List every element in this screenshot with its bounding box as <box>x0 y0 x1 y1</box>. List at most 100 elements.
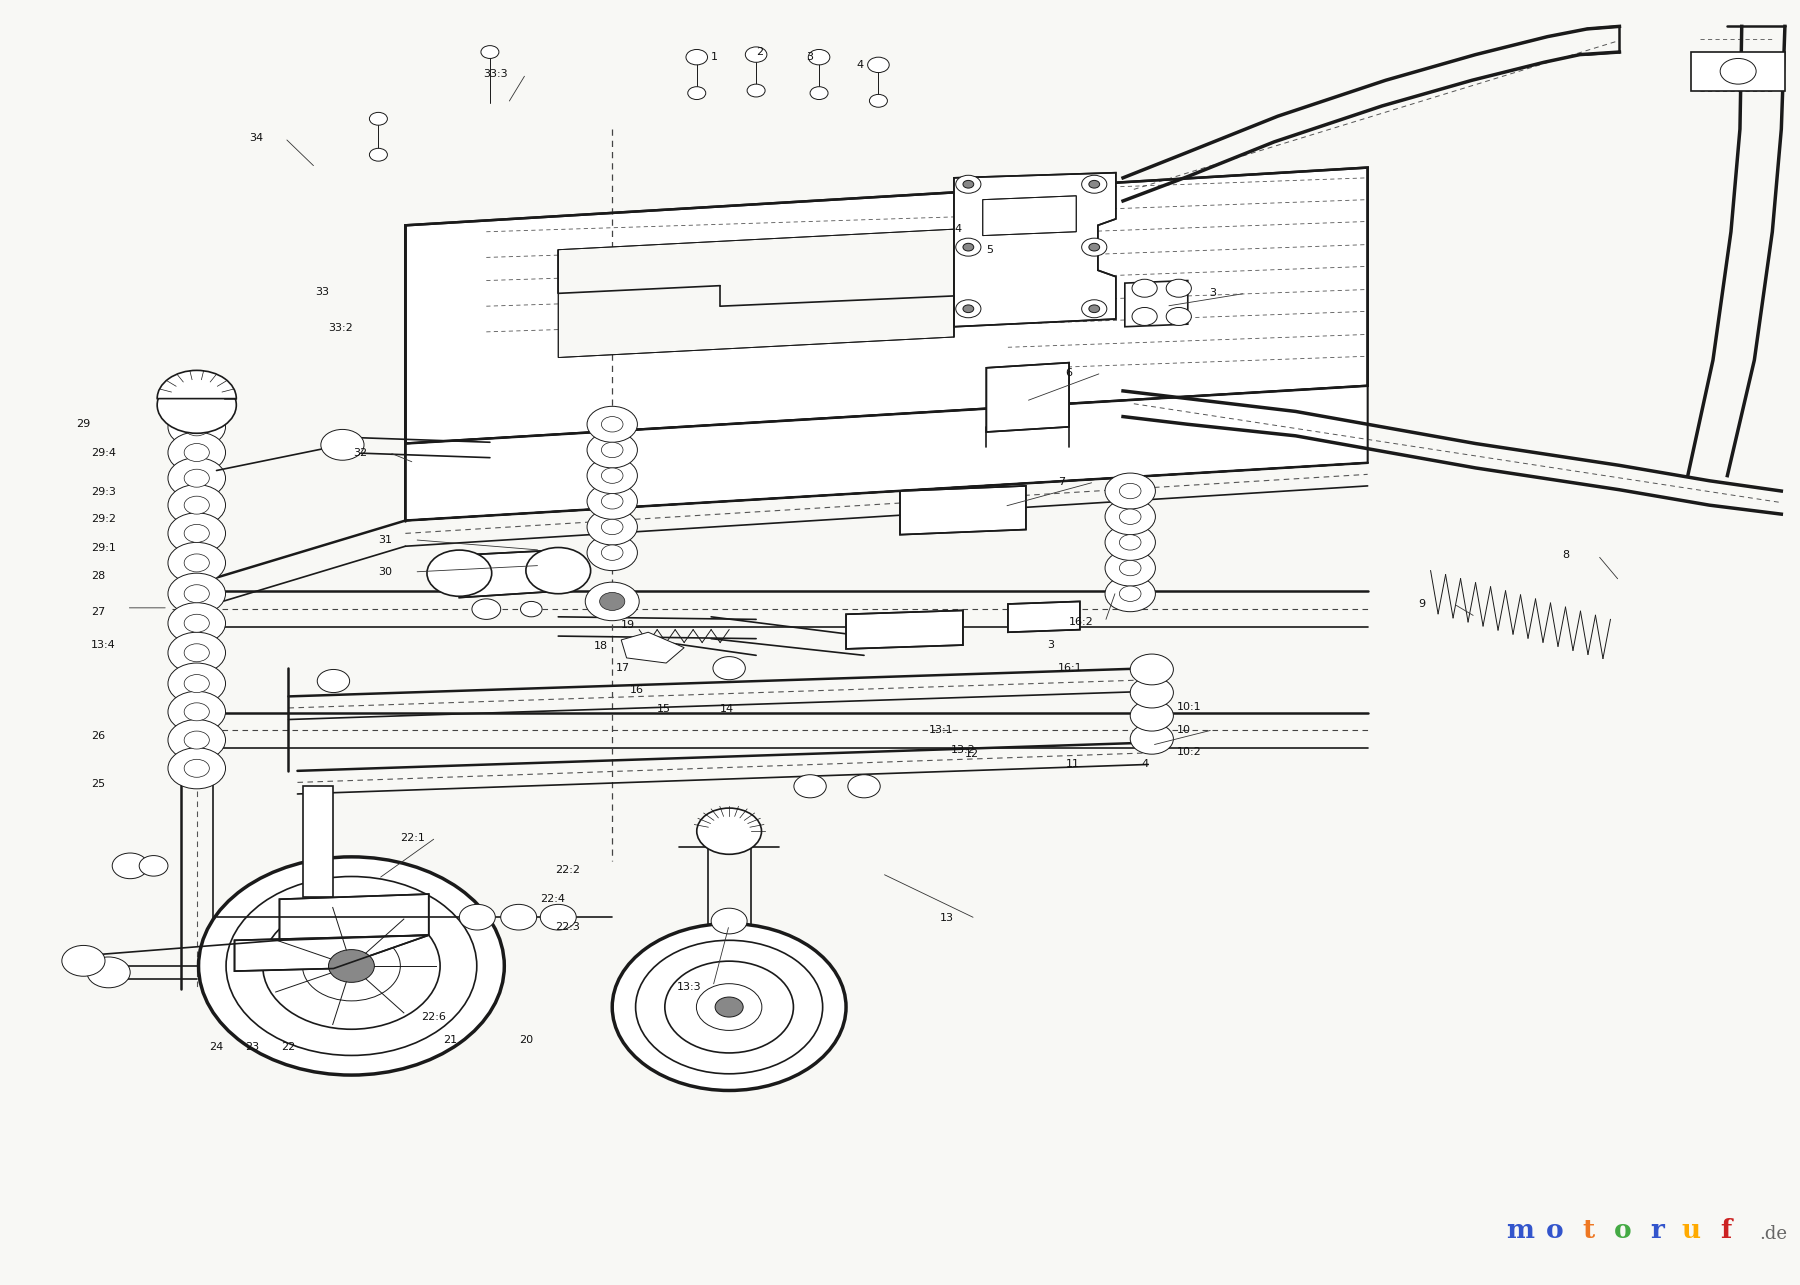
Circle shape <box>302 932 400 1001</box>
Circle shape <box>520 601 542 617</box>
Circle shape <box>848 775 880 798</box>
Circle shape <box>1120 560 1141 576</box>
Polygon shape <box>234 935 428 971</box>
Text: 3: 3 <box>1210 288 1217 298</box>
Text: 29: 29 <box>76 419 90 429</box>
Circle shape <box>1120 483 1141 499</box>
Text: 16:1: 16:1 <box>1058 663 1084 673</box>
Text: 29:4: 29:4 <box>90 447 115 457</box>
Text: 34: 34 <box>248 134 263 143</box>
Circle shape <box>635 941 823 1074</box>
Circle shape <box>227 876 477 1055</box>
Circle shape <box>587 406 637 442</box>
Text: 10:2: 10:2 <box>1177 747 1202 757</box>
Circle shape <box>601 416 623 432</box>
Circle shape <box>167 748 225 789</box>
Polygon shape <box>621 632 684 663</box>
Text: m: m <box>1507 1218 1535 1243</box>
Text: 26: 26 <box>90 731 104 741</box>
Text: 29:3: 29:3 <box>90 487 115 497</box>
Text: 23: 23 <box>245 1042 259 1052</box>
Text: 15: 15 <box>657 704 671 714</box>
Circle shape <box>794 775 826 798</box>
Circle shape <box>540 905 576 930</box>
Text: 27: 27 <box>90 607 104 617</box>
Circle shape <box>1089 180 1100 188</box>
Circle shape <box>263 902 439 1029</box>
Text: .de: .de <box>1760 1225 1787 1243</box>
Text: 16:2: 16:2 <box>1069 617 1094 627</box>
Circle shape <box>184 614 209 632</box>
Circle shape <box>810 86 828 99</box>
Circle shape <box>184 644 209 662</box>
Text: 22:1: 22:1 <box>400 833 425 843</box>
Circle shape <box>1120 509 1141 524</box>
Text: 11: 11 <box>1066 759 1080 770</box>
Circle shape <box>86 957 130 988</box>
Circle shape <box>747 84 765 96</box>
Circle shape <box>1105 550 1156 586</box>
Circle shape <box>587 457 637 493</box>
Circle shape <box>601 519 623 535</box>
Polygon shape <box>986 362 1069 432</box>
Text: 22:4: 22:4 <box>540 894 565 905</box>
Circle shape <box>664 961 794 1052</box>
Circle shape <box>1130 677 1174 708</box>
Circle shape <box>1721 58 1757 84</box>
Circle shape <box>184 418 209 436</box>
Circle shape <box>601 442 623 457</box>
Text: 10:1: 10:1 <box>1177 702 1202 712</box>
Circle shape <box>1082 175 1107 193</box>
Text: 24: 24 <box>209 1042 223 1052</box>
Circle shape <box>715 997 743 1016</box>
Circle shape <box>1089 243 1100 251</box>
Circle shape <box>167 513 225 554</box>
Circle shape <box>167 457 225 499</box>
Polygon shape <box>459 550 558 598</box>
Circle shape <box>167 720 225 761</box>
Polygon shape <box>954 172 1116 326</box>
Circle shape <box>587 535 637 571</box>
Text: 13: 13 <box>940 914 954 924</box>
Circle shape <box>686 49 707 64</box>
Text: 13:3: 13:3 <box>677 982 702 992</box>
Text: 5: 5 <box>986 244 994 254</box>
Circle shape <box>1105 499 1156 535</box>
Polygon shape <box>1008 601 1080 632</box>
Text: o: o <box>1546 1218 1564 1243</box>
Circle shape <box>601 493 623 509</box>
Text: 33:2: 33:2 <box>328 323 353 333</box>
Polygon shape <box>405 386 1368 520</box>
Circle shape <box>184 496 209 514</box>
Circle shape <box>1105 576 1156 612</box>
Text: 29:1: 29:1 <box>90 542 115 553</box>
Text: u: u <box>1681 1218 1701 1243</box>
Circle shape <box>1120 586 1141 601</box>
Circle shape <box>157 377 236 433</box>
Text: 4: 4 <box>1141 759 1148 770</box>
Text: 28: 28 <box>90 571 104 581</box>
Text: f: f <box>1721 1218 1732 1243</box>
Text: 9: 9 <box>1418 599 1426 609</box>
Circle shape <box>167 603 225 644</box>
Circle shape <box>167 432 225 473</box>
Circle shape <box>868 57 889 72</box>
Text: 22:6: 22:6 <box>421 1013 446 1023</box>
Circle shape <box>1105 473 1156 509</box>
Circle shape <box>1082 238 1107 256</box>
Text: 18: 18 <box>594 641 608 651</box>
Circle shape <box>167 406 225 447</box>
Circle shape <box>184 554 209 572</box>
Text: 21: 21 <box>443 1036 457 1046</box>
Text: 3: 3 <box>806 53 814 62</box>
Circle shape <box>1120 535 1141 550</box>
Circle shape <box>139 856 167 876</box>
Circle shape <box>167 573 225 614</box>
Circle shape <box>711 908 747 934</box>
Text: 8: 8 <box>1562 550 1570 560</box>
Polygon shape <box>405 167 1368 443</box>
Text: r: r <box>1651 1218 1665 1243</box>
Text: 14: 14 <box>720 704 734 714</box>
Text: 33: 33 <box>315 287 329 297</box>
Circle shape <box>459 905 495 930</box>
